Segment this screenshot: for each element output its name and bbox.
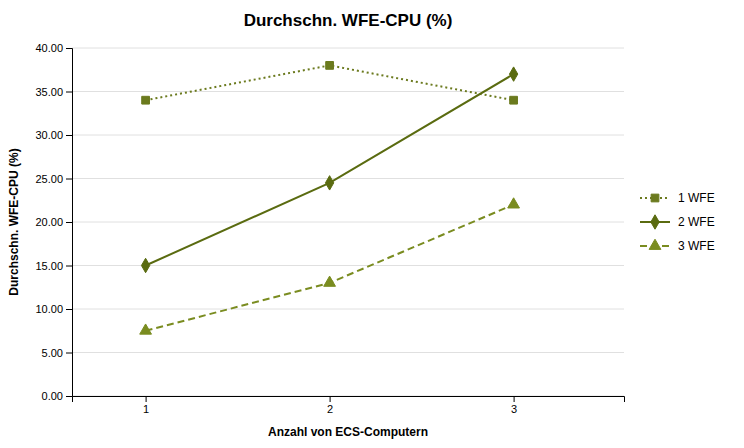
x-tick-mark [514,396,515,402]
data-point [508,198,520,208]
y-axis-title: Durchschn. WFE-CPU (%) [7,148,21,295]
legend-marker [651,194,659,202]
y-tick-mark [66,48,72,49]
chart-container: 1230.005.0010.0015.0020.0025.0030.0035.0… [0,0,744,448]
plot: 1230.005.0010.0015.0020.0025.0030.0035.0… [35,42,624,415]
data-point [326,62,334,70]
y-tick-label: 25.00 [35,173,63,185]
legend-label: 2 WFE [678,215,715,229]
series-line [146,74,514,265]
grid-line [72,91,624,92]
y-tick: 25.00 [35,173,72,185]
chart-title: Durchschn. WFE-CPU (%) [244,11,453,30]
y-tick-label: 15.00 [35,260,63,272]
y-tick-mark [66,179,72,180]
series-line [146,65,514,100]
y-tick: 10.00 [35,303,72,315]
grid-line [72,178,624,179]
marks [140,62,520,335]
data-point [324,276,336,286]
series [142,62,518,105]
chart-svg: 1230.005.0010.0015.0020.0025.0030.0035.0… [0,0,744,448]
legend-item: 3 WFE [640,239,715,253]
x-tick: 3 [511,396,517,415]
x-tick-mark [146,396,147,402]
y-tick-mark [66,309,72,310]
data-point [510,96,518,104]
legend-label: 1 WFE [678,191,715,205]
y-tick: 40.00 [35,42,72,54]
grid-line [72,265,624,266]
grid-line [72,309,624,310]
x-tick-mark [330,396,331,402]
y-tick-mark [66,396,72,397]
legend-item: 2 WFE [640,215,715,229]
y-tick: 15.00 [35,260,72,272]
y-tick-label: 35.00 [35,86,63,98]
y-tick: 5.00 [42,347,72,359]
grid [72,48,624,396]
data-point [141,258,149,272]
x-axis-title: Anzahl von ECS-Computern [268,425,428,439]
y-tick-label: 0.00 [42,390,63,402]
y-tick: 35.00 [35,86,72,98]
y-tick-label: 40.00 [35,42,63,54]
data-point [509,67,517,81]
x-axis: 1 2 3 [73,396,625,415]
grid-line [72,352,624,353]
y-tick: 30.00 [35,129,72,141]
x-tick: 1 [143,396,149,415]
y-tick: 20.00 [35,216,72,228]
legend-marker [651,215,659,229]
x-tick-label: 1 [143,403,149,415]
series [140,198,520,334]
x-tick-label: 3 [511,403,517,415]
legend-item: 1 WFE [640,191,715,205]
grid-line [72,48,624,49]
y-tick-label: 30.00 [35,129,63,141]
y-tick-label: 10.00 [35,303,63,315]
y-axis-line [66,49,73,397]
legend-label: 3 WFE [678,239,715,253]
y-tick: 0.00 [42,390,72,402]
y-tick-label: 20.00 [35,216,63,228]
legend: 1 WFE 2 WFE 3 WFE [640,191,715,253]
y-tick-mark [66,222,72,223]
y-tick-mark [66,92,72,93]
grid-line [72,222,624,223]
y-tick-mark [66,353,72,354]
y-tick-mark [66,266,72,267]
data-point [325,176,333,190]
x-tick-label: 2 [327,403,333,415]
y-axis: 0.00 5.00 10.00 15.00 20.00 25.00 30.00 35.00 40… [35,42,72,402]
x-tick: 2 [327,396,333,415]
x-axis-line [73,397,625,403]
legend-marker [649,239,661,249]
data-point [142,96,150,104]
series [141,67,517,273]
y-tick-label: 5.00 [42,347,63,359]
series-line [146,205,514,331]
data-point [140,324,152,334]
y-tick-mark [66,135,72,136]
grid-line [72,135,624,136]
